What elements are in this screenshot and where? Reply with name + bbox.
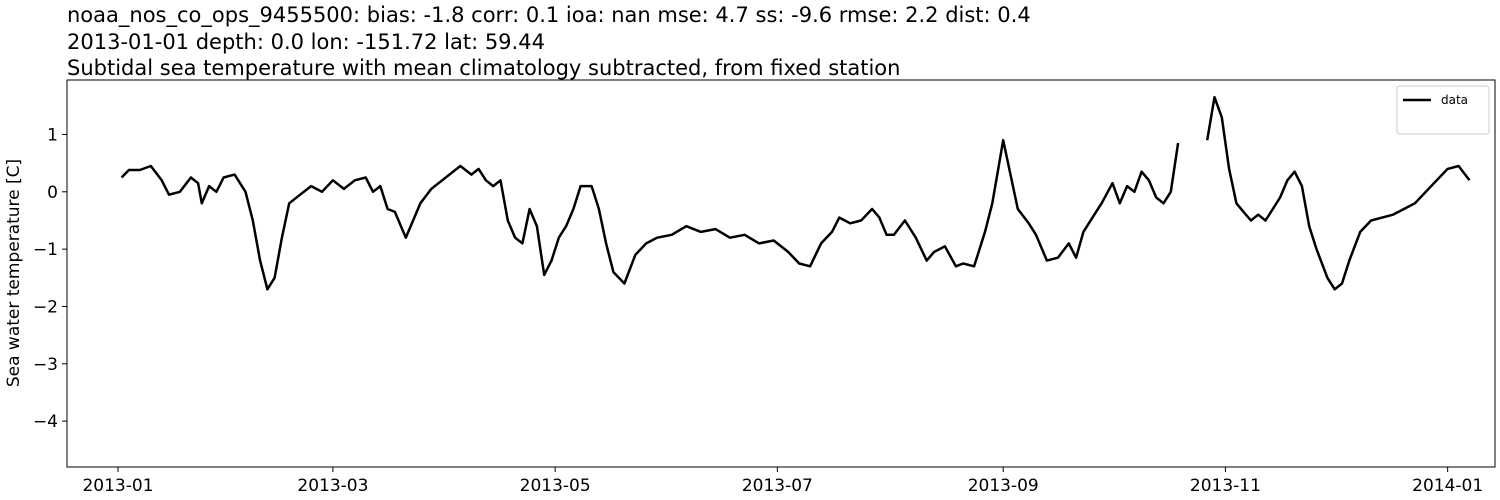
legend: data (1396, 85, 1490, 135)
y-tick-label: −3 (33, 355, 58, 375)
title-line-3: Subtidal sea temperature with mean clima… (67, 56, 900, 80)
title-line-2: 2013-01-01 depth: 0.0 lon: -151.72 lat: … (67, 30, 545, 54)
x-tick-label: 2013-01 (82, 476, 153, 496)
x-tick-label: 2013-09 (968, 476, 1039, 496)
x-axis: 2013-01 2013-03 2013-05 2013-07 2013-09 2013-… (82, 467, 1483, 496)
legend-box (1396, 85, 1490, 135)
title-line-1: noaa_nos_co_ops_9455500: bias: -1.8 corr… (67, 3, 1031, 28)
series-line-data (120, 138, 1180, 291)
y-axis: 1 0 −1 −2 −3 −4 (33, 125, 67, 432)
y-tick-label: 1 (47, 125, 58, 145)
series-layer (120, 95, 1471, 291)
x-tick-label: 2013-07 (742, 476, 813, 496)
y-tick-label: −4 (33, 412, 58, 432)
y-tick-label: 0 (47, 183, 58, 203)
x-tick-label: 2013-03 (297, 476, 368, 496)
chart-title: noaa_nos_co_ops_9455500: bias: -1.8 corr… (67, 3, 1031, 80)
plot-frame (66, 79, 1496, 468)
y-tick-label: −1 (33, 240, 58, 260)
x-tick-label: 2013-11 (1190, 476, 1261, 496)
series-line-data (1205, 95, 1471, 291)
x-tick-label: 2013-05 (520, 476, 591, 496)
x-tick-label: 2014-01 (1412, 476, 1483, 496)
legend-label: data (1441, 93, 1468, 107)
y-tick-label: −2 (33, 297, 58, 317)
y-axis-label: Sea water temperature [C] (4, 159, 24, 387)
